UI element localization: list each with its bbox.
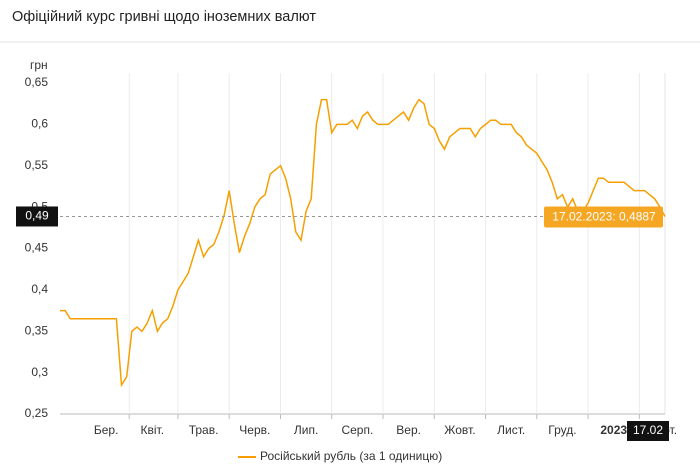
x-tick-label: Трав. xyxy=(189,423,219,437)
chart-title: Офіційний курс гривні щодо іноземних вал… xyxy=(12,9,317,25)
y-tick-label: 0,65 xyxy=(25,75,49,89)
x-tick-label: Вер. xyxy=(396,423,421,437)
y-tick-label: 0,55 xyxy=(25,158,49,172)
tooltip-box xyxy=(544,206,663,228)
legend-label: Російський рубль (за 1 одиницю) xyxy=(260,449,442,463)
crosshair-y-label: 0,49 xyxy=(25,209,49,223)
tooltip-text: 17.02.2023: 0,4887 xyxy=(552,210,656,224)
y-tick-label: 0,4 xyxy=(31,282,48,296)
x-tick-label: 2023 xyxy=(600,423,627,437)
y-tick-label: 0,25 xyxy=(25,406,49,420)
y-tick-label: 0,6 xyxy=(31,117,48,131)
x-tick-label: Серп. xyxy=(341,423,373,437)
x-tick-label: Лист. xyxy=(497,423,525,437)
x-tick-label: Груд. xyxy=(548,423,576,437)
crosshair-y-badge xyxy=(16,206,58,227)
x-tick-label: Бер. xyxy=(94,423,119,437)
y-tick-label: 0,3 xyxy=(31,365,48,379)
y-tick-label: 0,35 xyxy=(25,323,49,337)
y-tick-label: 0,45 xyxy=(25,241,49,255)
x-tick-label: Черв. xyxy=(239,423,270,437)
y-axis-label: грн xyxy=(30,58,48,72)
x-tick-label: Квіт. xyxy=(141,423,165,437)
x-tick-label: Лип. xyxy=(294,423,318,437)
data-line xyxy=(60,98,666,388)
x-tick-label: Жовт. xyxy=(444,423,475,437)
crosshair-x-badge xyxy=(627,421,669,441)
crosshair-x-label: 17.02 xyxy=(633,423,663,437)
